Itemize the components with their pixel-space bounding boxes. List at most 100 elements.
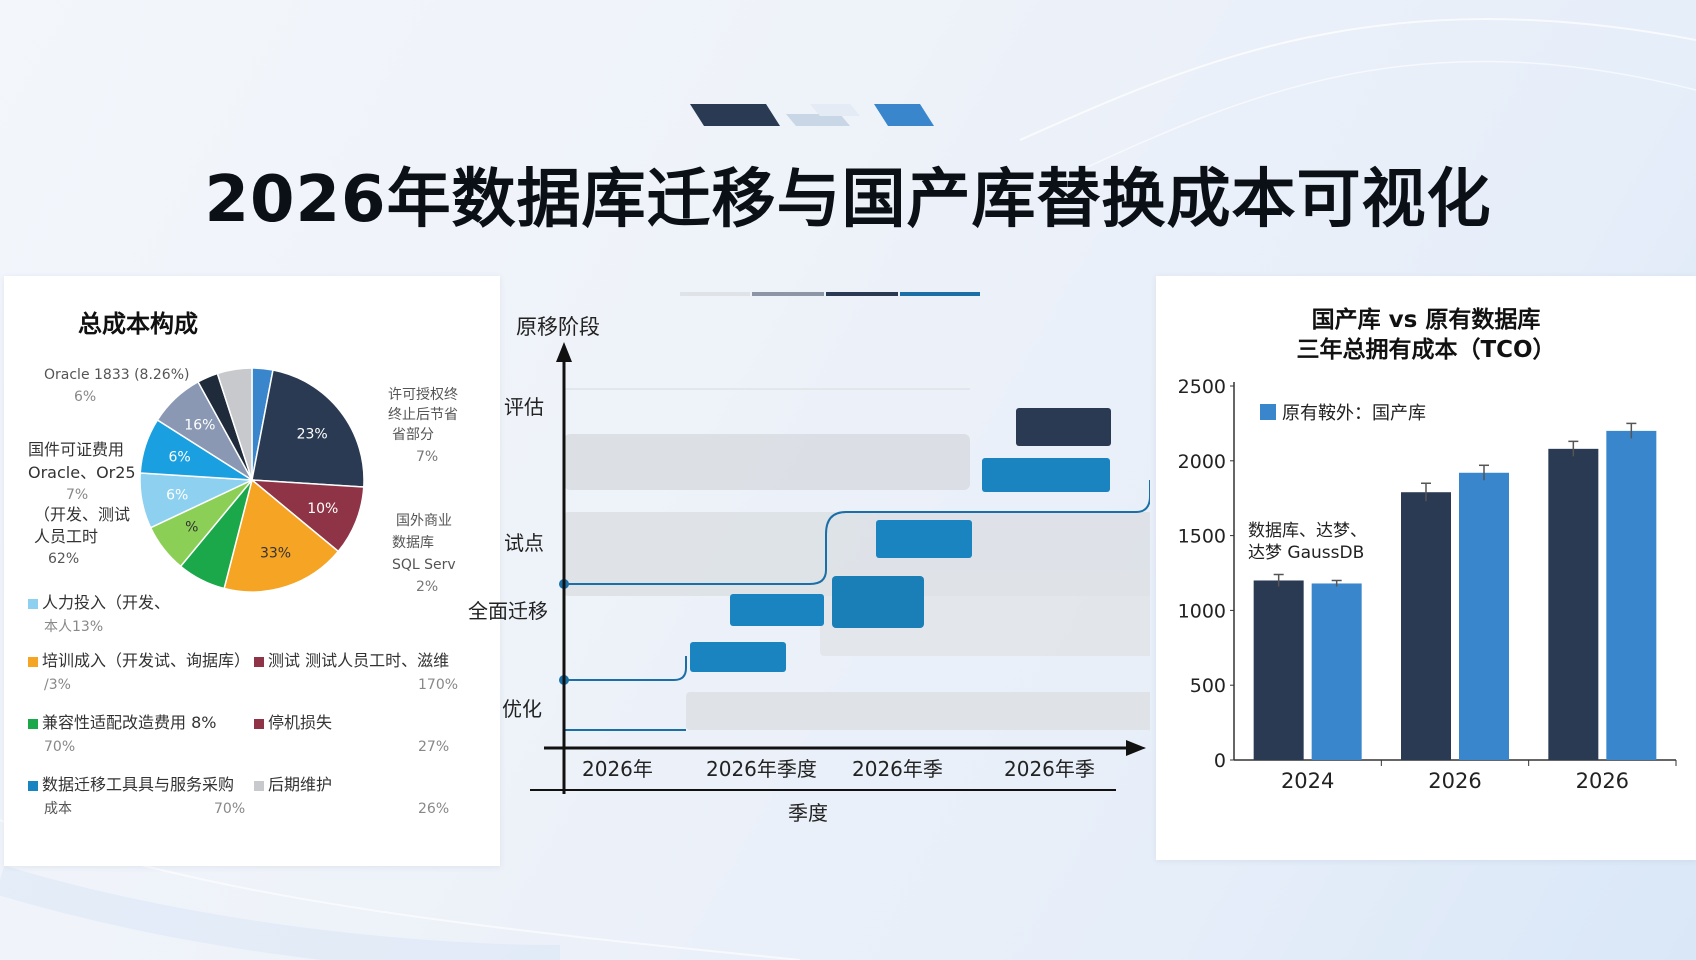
gantt-task-migration-b	[730, 594, 824, 626]
legend-swatch	[254, 656, 264, 667]
timeline-deco-2	[752, 292, 824, 296]
bar-title-line2: 三年总拥有成本（TCO）	[1296, 337, 1556, 363]
legend-swatch	[254, 780, 264, 791]
legend-item-downtime: 停机损失	[254, 712, 332, 734]
pie-slice-label: 33%	[260, 545, 291, 561]
legend-swatch	[28, 780, 38, 791]
gantt-task-migration-c	[690, 642, 786, 672]
migration-timeline-chart: 原移阶段 评估 试点 全面迁移 优化 2026年 2026年季度 2026年季 …	[468, 292, 1150, 825]
pie-title: 总成本构成	[78, 310, 198, 338]
timeline-y-axis-label: 原移阶段	[516, 315, 600, 339]
legend-item-training: 培训成入（开发试、询据库）	[28, 650, 250, 672]
pie-slice	[216, 367, 253, 481]
pie-slice-label: 6%	[168, 449, 190, 465]
timeline-quarter-label: 2026年季	[852, 757, 943, 781]
pie-slice-label: 16%	[184, 417, 215, 433]
bar-annotation-line1: 数据库、达梦、	[1248, 521, 1367, 541]
timeline-quarter-label: 2026年季度	[706, 757, 817, 781]
timeline-deco-4	[900, 292, 980, 296]
bar-y-tick-label: 2000	[1178, 451, 1226, 473]
pie-slice	[251, 369, 365, 488]
page-title: 2026年数据库迁移与国产库替换成本可视化	[204, 163, 1492, 237]
bar-x-tick-label: 2026	[1576, 769, 1629, 793]
bar-y-tick-label: 0	[1214, 750, 1226, 772]
gantt-bg-optimize	[686, 692, 1150, 730]
gantt-task-evaluate	[982, 458, 1110, 492]
legend-swatch	[254, 718, 264, 729]
pie-label-labor-sub: 人员工时	[34, 527, 99, 546]
gantt-progress-line-2	[564, 656, 687, 681]
pie-label-oracle-top-pct: 6%	[74, 389, 97, 405]
bar-domestic-db	[1311, 583, 1362, 760]
bar-y-tick-label: 500	[1190, 675, 1226, 697]
pie-label-right-top-2: 终止后节省	[388, 407, 458, 423]
pie-label-right-mid-2: 数据库	[392, 535, 434, 551]
timeline-deco-3	[826, 292, 898, 296]
timeline-quarter-label: 2026年	[582, 757, 653, 781]
legend-item-training-sub: /3%	[44, 677, 71, 693]
bar-y-tick-label: 1500	[1178, 526, 1226, 548]
bar-y-tick-label: 2500	[1178, 376, 1226, 398]
timeline-x-axis-label: 季度	[788, 801, 828, 825]
pie-slice-label: 23%	[297, 426, 328, 442]
pie-label-right-top-3: 省部分	[392, 427, 434, 443]
legend-swatch	[28, 656, 38, 667]
pie-label-right-top-pct: 7%	[416, 449, 439, 465]
legend-item-testing: 测试 测试人员工时、滋维	[254, 650, 449, 672]
gantt-task-pilot	[876, 520, 972, 558]
legend-item-migration-tools-sub: 成本	[44, 801, 72, 817]
bar-x-tick-label: 2026	[1428, 769, 1481, 793]
pie-label-right-mid-pct: 2%	[416, 579, 439, 595]
bar-legend-swatch	[1260, 404, 1276, 420]
pie-label-license-title: 国件可证费用	[28, 440, 125, 459]
bar-domestic-db	[1459, 472, 1509, 760]
legend-item-compat-sub: 70%	[44, 739, 76, 755]
pie-slice-label: 6%	[166, 487, 188, 503]
gantt-progress-line-1	[564, 480, 1150, 585]
pie-chart: 23% 10% 33%% 6% 6% 16%	[139, 367, 365, 593]
bar-original-db	[1253, 580, 1304, 760]
pie-label-license-pct: 7%	[66, 487, 89, 503]
legend-item-maintenance-value: 26%	[418, 801, 450, 817]
bar-domestic-db	[1606, 430, 1657, 760]
pie-label-labor-pct: 62%	[48, 551, 80, 567]
legend-item-maintenance: 后期维护	[254, 774, 332, 796]
bar-legend-label: 原有鞍外：国产库	[1282, 403, 1426, 424]
legend-item-migration-tools: 数据迁移工具具与服务采购	[28, 774, 234, 796]
bar-title-line1: 国产库 vs 原有数据库	[1311, 307, 1541, 333]
tco-comparison-panel: 国产库 vs 原有数据库 三年总拥有成本（TCO） 2500 2000 1500 10…	[1156, 276, 1696, 860]
timeline-y-arrow	[556, 342, 572, 362]
timeline-quarter-label: 2026年季	[1004, 757, 1095, 781]
bar-x-tick-label: 2024	[1281, 769, 1334, 793]
legend-swatch	[28, 718, 38, 729]
title-decoration	[690, 104, 934, 126]
legend-item-labor-sub: 本人13%	[44, 619, 104, 635]
legend-item-labor: 人力投入（开发、	[28, 592, 170, 614]
timeline-x-arrow	[1126, 740, 1146, 756]
timeline-stage-pilot: 试点	[504, 531, 544, 555]
timeline-stage-evaluate: 评估	[504, 395, 544, 419]
pie-label-right-top-1: 许可授权终	[388, 387, 458, 403]
timeline-stage-optimize: 优化	[502, 697, 542, 721]
gantt-task-migration-a	[832, 576, 924, 628]
bar-y-tick-label: 1000	[1178, 600, 1226, 622]
bar-original-db	[1548, 448, 1599, 760]
pie-slice	[223, 478, 340, 593]
pie-label-right-mid-1: 国外商业	[396, 513, 452, 529]
cost-composition-panel: 总成本构成 23% 10% 33%% 6% 6% 16% Oracle 1833 (8.2…	[4, 276, 500, 866]
pie-label-right-mid-3: SQL Serv	[392, 557, 456, 573]
timeline-stage-full-migration: 全面迁移	[468, 599, 548, 623]
legend-item-testing-value: 170%	[418, 677, 459, 693]
pie-slice-label: %	[185, 520, 198, 536]
gantt-bg-evaluate	[564, 434, 970, 490]
timeline-deco-1	[680, 292, 750, 296]
pie-slice-label: 10%	[307, 501, 338, 517]
pie-label-license-sub: Oracle、Or25	[28, 463, 136, 482]
gantt-row-line	[564, 388, 970, 390]
legend-item-migration-tools-value: 70%	[214, 801, 246, 817]
pie-label-labor-title: （开发、测试	[34, 505, 131, 524]
pie-label-oracle-top: Oracle 1833 (8.26%)	[44, 367, 190, 383]
legend-swatch	[28, 598, 38, 609]
bar-original-db	[1401, 492, 1451, 760]
